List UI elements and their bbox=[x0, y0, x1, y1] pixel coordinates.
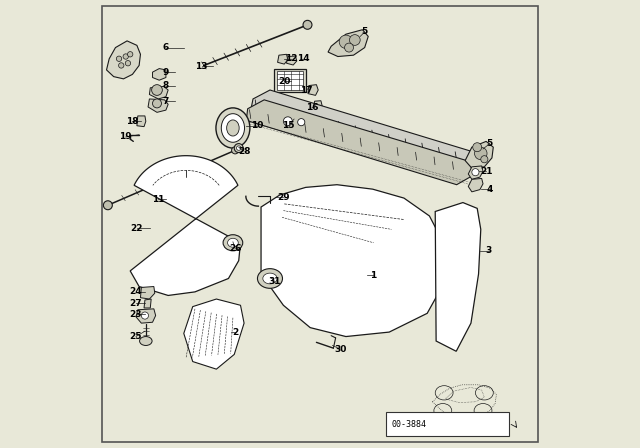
Ellipse shape bbox=[339, 35, 353, 48]
Polygon shape bbox=[148, 99, 168, 112]
Text: 2: 2 bbox=[232, 327, 238, 336]
Ellipse shape bbox=[228, 238, 238, 247]
Ellipse shape bbox=[127, 52, 133, 57]
Ellipse shape bbox=[118, 63, 124, 68]
Text: 5: 5 bbox=[362, 27, 368, 36]
Ellipse shape bbox=[221, 114, 244, 142]
Text: 26: 26 bbox=[229, 244, 241, 253]
Text: 1: 1 bbox=[369, 271, 376, 280]
Text: 9: 9 bbox=[163, 68, 169, 77]
Text: 31: 31 bbox=[268, 277, 281, 286]
Text: 12: 12 bbox=[285, 54, 297, 63]
Text: 3: 3 bbox=[486, 246, 492, 255]
Text: 28: 28 bbox=[238, 146, 250, 156]
Polygon shape bbox=[465, 142, 493, 168]
Ellipse shape bbox=[227, 120, 239, 136]
Text: 7: 7 bbox=[163, 97, 169, 106]
Polygon shape bbox=[277, 71, 303, 90]
Ellipse shape bbox=[472, 168, 479, 176]
Text: 10: 10 bbox=[252, 121, 264, 130]
Ellipse shape bbox=[263, 273, 277, 284]
Polygon shape bbox=[136, 309, 156, 323]
Ellipse shape bbox=[223, 235, 243, 251]
Polygon shape bbox=[308, 85, 318, 95]
Polygon shape bbox=[314, 101, 322, 111]
Ellipse shape bbox=[473, 143, 482, 152]
Polygon shape bbox=[144, 299, 151, 308]
Ellipse shape bbox=[125, 60, 131, 66]
Ellipse shape bbox=[140, 336, 152, 345]
Text: 6: 6 bbox=[163, 43, 169, 52]
Text: 11: 11 bbox=[152, 195, 164, 204]
Text: 5: 5 bbox=[486, 139, 493, 148]
Polygon shape bbox=[130, 156, 241, 296]
Text: 18: 18 bbox=[126, 117, 139, 126]
Polygon shape bbox=[275, 69, 306, 92]
Text: 17: 17 bbox=[300, 86, 313, 95]
Polygon shape bbox=[261, 185, 444, 336]
Bar bbox=[386, 412, 509, 436]
Ellipse shape bbox=[152, 85, 163, 95]
Text: 19: 19 bbox=[120, 133, 132, 142]
Polygon shape bbox=[328, 30, 368, 56]
Ellipse shape bbox=[152, 99, 161, 108]
Ellipse shape bbox=[232, 147, 239, 154]
Text: 20: 20 bbox=[278, 77, 291, 86]
Text: 13: 13 bbox=[195, 62, 208, 71]
Ellipse shape bbox=[237, 146, 241, 151]
Ellipse shape bbox=[123, 54, 129, 59]
Ellipse shape bbox=[344, 43, 353, 52]
Polygon shape bbox=[106, 41, 140, 79]
Ellipse shape bbox=[234, 144, 243, 152]
Ellipse shape bbox=[303, 20, 312, 29]
Polygon shape bbox=[468, 166, 483, 179]
Text: 25: 25 bbox=[130, 332, 142, 341]
Text: 30: 30 bbox=[334, 345, 346, 353]
Ellipse shape bbox=[104, 201, 113, 210]
Polygon shape bbox=[246, 100, 476, 185]
Ellipse shape bbox=[349, 34, 360, 45]
Polygon shape bbox=[251, 90, 476, 174]
Ellipse shape bbox=[116, 56, 122, 61]
Ellipse shape bbox=[474, 147, 487, 159]
Polygon shape bbox=[287, 56, 297, 65]
Text: 8: 8 bbox=[163, 81, 169, 90]
Ellipse shape bbox=[141, 312, 148, 319]
Polygon shape bbox=[140, 287, 155, 299]
Text: 24: 24 bbox=[130, 287, 142, 297]
Text: 00-3884: 00-3884 bbox=[392, 420, 426, 429]
Ellipse shape bbox=[284, 117, 292, 126]
Polygon shape bbox=[184, 299, 244, 369]
Polygon shape bbox=[435, 202, 481, 351]
Polygon shape bbox=[152, 69, 166, 80]
Ellipse shape bbox=[216, 108, 250, 148]
Text: 22: 22 bbox=[131, 224, 143, 233]
Text: 14: 14 bbox=[297, 54, 309, 63]
Text: 15: 15 bbox=[282, 121, 295, 130]
Polygon shape bbox=[281, 115, 307, 130]
Text: 21: 21 bbox=[480, 167, 492, 176]
Polygon shape bbox=[149, 86, 168, 99]
Polygon shape bbox=[278, 54, 288, 64]
Text: 16: 16 bbox=[306, 103, 318, 112]
Text: 4: 4 bbox=[486, 185, 493, 194]
Text: 27: 27 bbox=[130, 299, 142, 308]
Text: 29: 29 bbox=[277, 193, 290, 202]
Text: 23: 23 bbox=[130, 310, 142, 319]
Ellipse shape bbox=[257, 269, 282, 289]
Polygon shape bbox=[468, 178, 483, 192]
Ellipse shape bbox=[298, 119, 305, 126]
Polygon shape bbox=[137, 116, 146, 127]
Ellipse shape bbox=[481, 155, 488, 163]
